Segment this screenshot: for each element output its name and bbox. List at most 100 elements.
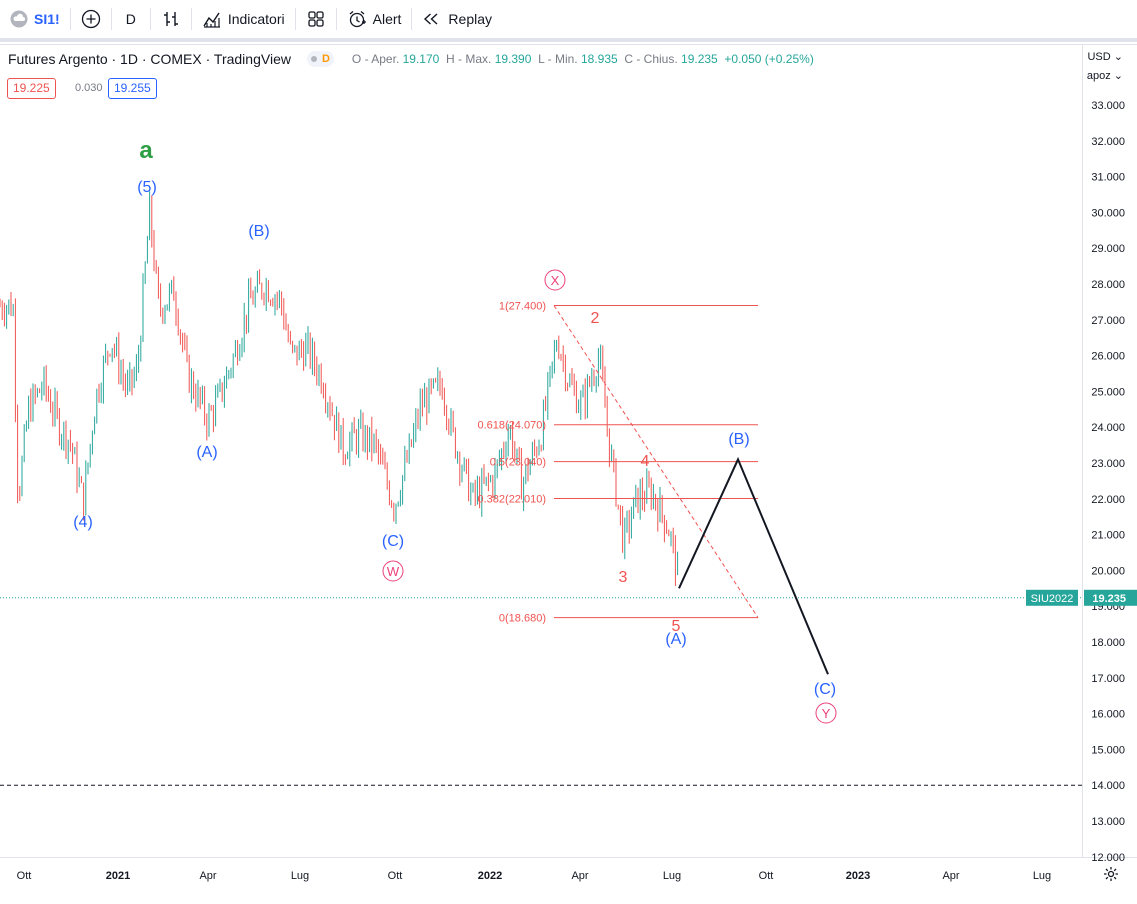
wave-label: (C) [814, 681, 836, 698]
wave-label: a [139, 137, 153, 164]
currency-label: USD [1087, 51, 1111, 63]
price-tick-label: 31.000 [1091, 172, 1125, 184]
low-label: L - Min. [538, 52, 578, 66]
price-tick-label: 20.000 [1091, 565, 1125, 577]
wave-label: (4) [73, 514, 93, 531]
indicators-icon [202, 9, 222, 29]
symbol-label: SI1! [34, 11, 60, 27]
candles [0, 191, 679, 587]
delayed-badge[interactable]: D [306, 51, 334, 67]
open-label: O - Aper. [351, 52, 400, 66]
currency-selector[interactable]: USD ⌄ [1087, 51, 1123, 63]
top-toolbar: SI1! D Indicatori Alert [0, 0, 1137, 42]
alert-button[interactable]: Alert [337, 0, 412, 38]
fib-retracement: 1(27.400) 0.618(24.070) 0.5(23.040) 0.382(2… [478, 300, 759, 625]
time-tick-label: Ott [17, 870, 32, 882]
price-tick-label: 30.000 [1091, 207, 1125, 219]
wave-label: 5 [672, 618, 681, 635]
alert-label: Alert [372, 11, 402, 27]
price-tick-label: 25.000 [1091, 386, 1125, 398]
wave-label: (5) [137, 179, 157, 196]
layout-grid-icon [306, 9, 326, 29]
time-tick-label: Apr [942, 870, 959, 882]
toolbar-divider [69, 8, 71, 30]
price-tick-label: 28.000 [1091, 279, 1125, 291]
sell-price-button[interactable]: 19.225 [7, 78, 56, 99]
time-tick-label: 2022 [478, 870, 502, 882]
replay-label: Replay [448, 11, 493, 27]
time-tick-label: Apr [571, 870, 588, 882]
chart-type-button[interactable] [151, 0, 191, 38]
close-value: 19.235 [681, 52, 718, 66]
wave-label-circle [815, 702, 837, 724]
legend-title[interactable]: Futures Argento · 1D · COMEX · TradingVi… [8, 51, 291, 67]
replay-button[interactable]: Replay [412, 0, 502, 38]
alarm-clock-icon [347, 9, 367, 29]
bar-chart-icon [161, 9, 181, 29]
price-tick-label: 22.000 [1091, 494, 1125, 506]
chart-grid [0, 44, 1137, 858]
price-tick-label: 26.000 [1091, 351, 1125, 363]
price-tick-label: 15.000 [1091, 744, 1125, 756]
wave-label: 4 [641, 453, 650, 470]
interval-button[interactable]: D [112, 0, 150, 38]
gear-icon [1103, 867, 1119, 886]
wave-label: (B) [248, 223, 269, 240]
price-tick-label: 23.000 [1091, 458, 1125, 470]
fib-level-label: 0.618(24.070) [478, 420, 547, 432]
compare-symbol-button[interactable] [71, 0, 111, 38]
price-tick-label: 18.000 [1091, 637, 1125, 649]
toolbar-divider [294, 8, 296, 30]
price-tick-label: 21.000 [1091, 530, 1125, 542]
time-tick-label: Ott [759, 870, 774, 882]
change-value: +0.050 [724, 52, 762, 66]
fib-level-label: 0.382(22.010) [478, 493, 547, 505]
low-value: 18.935 [580, 52, 618, 66]
price-tick-label: 33.000 [1091, 100, 1125, 112]
symbol-search-button[interactable]: SI1! [0, 0, 70, 38]
indicators-button[interactable]: Indicatori [192, 0, 295, 38]
price-tick-label: 17.000 [1091, 673, 1125, 685]
projection-path [678, 456, 829, 675]
wave-label: (A) [196, 444, 217, 461]
ohlc-values: O - Aper. 19.170 H - Max. 19.390 L - Min… [352, 52, 814, 66]
time-axis: Ott 2021 Apr Lug Ott 2022 Apr Lug Ott 2023 Apr Lug [17, 870, 1052, 882]
price-axis: 33.000 32.000 31.000 30.000 29.000 28.000 27.0… [1026, 100, 1137, 864]
wave-label-circle [544, 269, 566, 291]
symbol-badge [1026, 589, 1078, 606]
wave-label: X [551, 273, 560, 288]
wave-label: (B) [728, 431, 749, 448]
price-tick-label: 32.000 [1091, 136, 1125, 148]
indicators-label: Indicatori [227, 11, 285, 27]
interval-label: D [125, 11, 136, 27]
cloud-icon [10, 10, 28, 28]
buy-price-button[interactable]: 19.255 [108, 78, 157, 99]
price-tick-label: 12.000 [1091, 852, 1125, 864]
price-tick-label: 27.000 [1091, 315, 1125, 327]
time-tick-label: Lug [1033, 870, 1051, 882]
chart-settings-button[interactable] [1103, 866, 1119, 887]
layout-button[interactable] [296, 0, 336, 38]
replay-icon [422, 10, 440, 28]
open-value: 19.170 [402, 52, 440, 66]
plus-circle-icon [81, 9, 101, 29]
fib-level-label: 1(27.400) [499, 300, 546, 312]
change-pct: (+0.25%) [764, 52, 814, 66]
current-price-badge [1084, 589, 1137, 606]
time-tick-label: Lug [291, 870, 309, 882]
unit-selector[interactable]: apoz ⌄ [1086, 70, 1123, 82]
time-tick-label: Apr [199, 870, 216, 882]
unit-label: apoz [1086, 70, 1111, 82]
price-tick-label: 29.000 [1091, 243, 1125, 255]
badge-label: D [321, 53, 330, 65]
time-tick-label: Lug [663, 870, 681, 882]
wave-label: (C) [382, 533, 404, 550]
wave-label-circle [382, 560, 404, 582]
toolbar-divider [110, 8, 112, 30]
price-tick-label: 13.000 [1091, 816, 1125, 828]
time-tick-label: Ott [388, 870, 403, 882]
wave-label: Y [822, 706, 831, 721]
time-tick-label: 2021 [106, 870, 130, 882]
